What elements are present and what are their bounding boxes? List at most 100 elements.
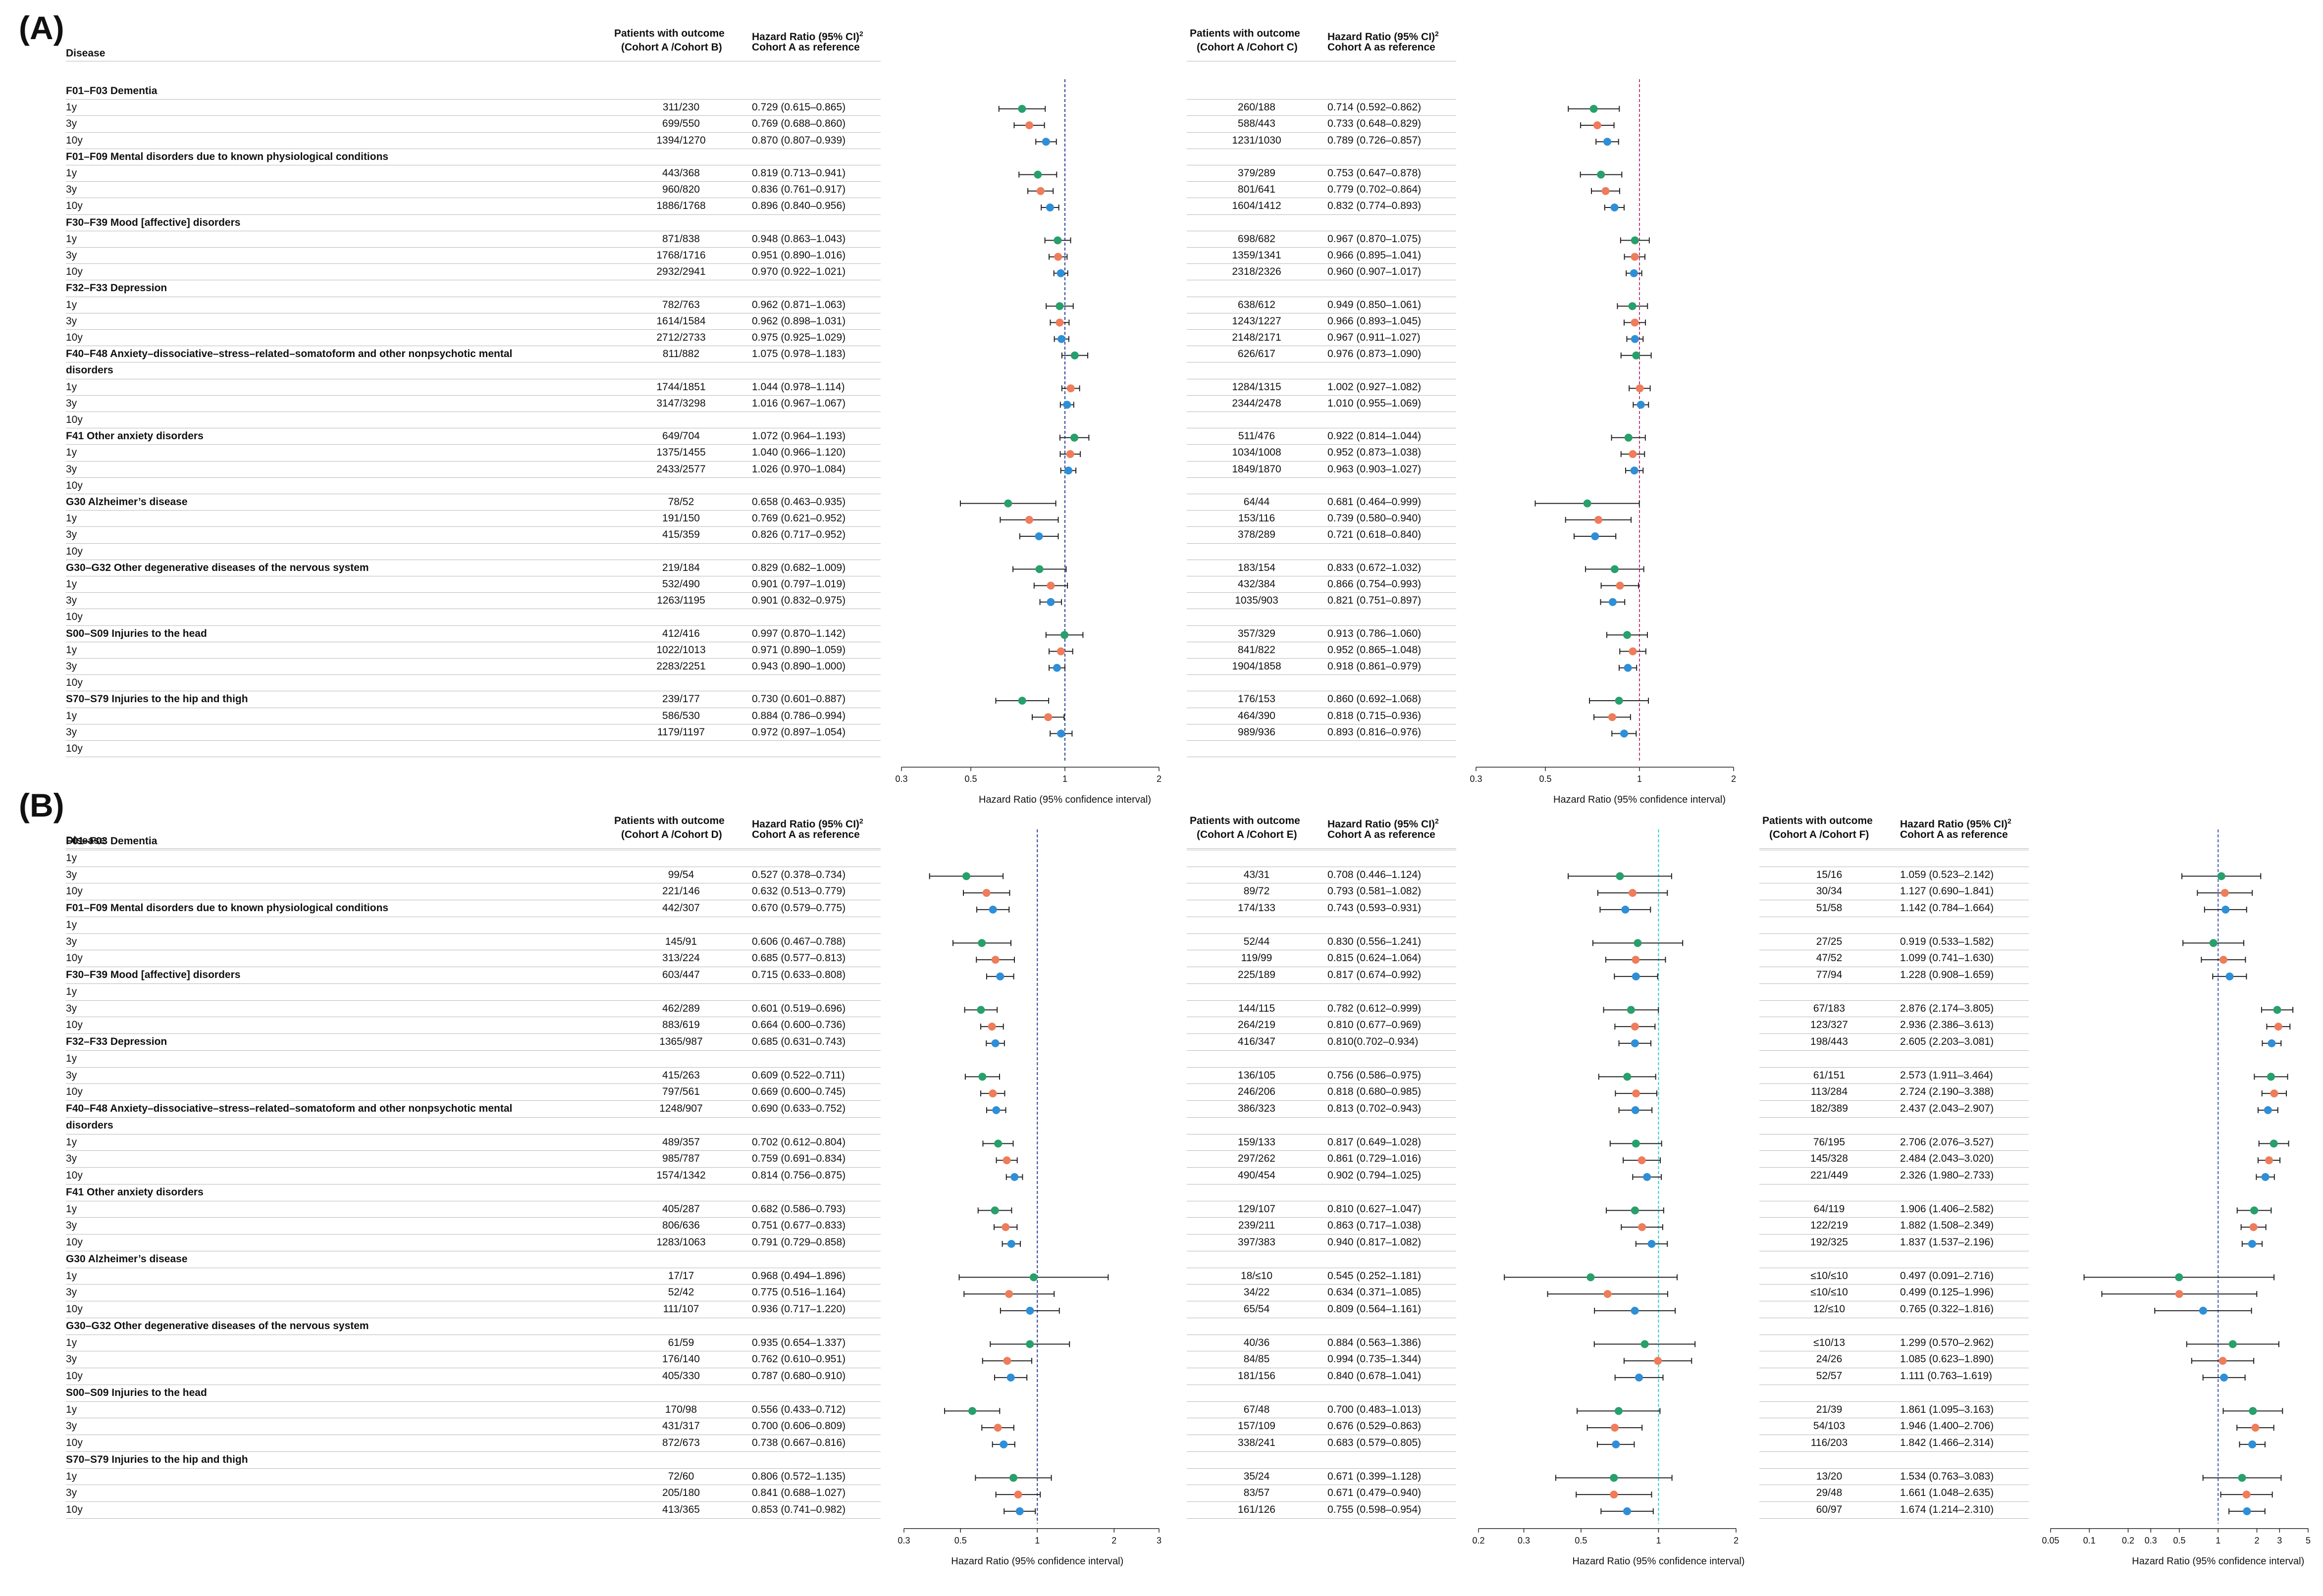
x-axis-label: Hazard Ratio (95% confidence interval): [979, 794, 1151, 805]
hazard-ratio-value: 0.681 (0.464–0.999): [1327, 496, 1422, 508]
patients-count: 52/42: [668, 1287, 694, 1298]
time-point-label: 1y: [66, 233, 77, 245]
hazard-ratio-value: 1.085 (0.623–1.890): [1900, 1353, 1994, 1365]
hazard-ratio-footnote-mark: 2: [859, 817, 863, 825]
row-rule: [1759, 1234, 2029, 1235]
hazard-ratio-value: 0.853 (0.741–0.982): [752, 1504, 846, 1515]
x-tick-label: 0.3: [895, 774, 907, 784]
patients-count: 1283/1063: [656, 1236, 706, 1248]
row-rule: [1759, 1033, 2029, 1034]
row-rule: [66, 740, 881, 741]
hazard-ratio-value: 0.497 (0.091–2.716): [1900, 1270, 1994, 1282]
point-estimate-marker: [1643, 1173, 1651, 1181]
hazard-ratio-value: 0.762 (0.610–0.951): [752, 1353, 846, 1365]
time-point-label: 10y: [66, 1370, 83, 1382]
forest-plot: 0.05 0.1 0.2 0.3 0.5 1 2 3 5 Hazard Ratio (95% co…: [2042, 829, 2311, 1567]
disease-group-label: S70–S79 Injuries to the hip and thigh: [66, 1453, 248, 1465]
patients-count: 239/211: [1238, 1220, 1275, 1232]
row-rule: [1187, 592, 1456, 593]
hazard-ratio-value: 0.948 (0.863–1.043): [752, 233, 846, 245]
patients-count: 1768/1716: [656, 250, 706, 261]
point-estimate-marker: [2225, 972, 2234, 980]
time-point-label: 3y: [66, 1153, 77, 1165]
hazard-ratio-value: 0.730 (0.601–0.887): [752, 693, 846, 705]
hazard-ratio-value: 0.841 (0.688–1.027): [752, 1487, 846, 1499]
disease-group-label: F01–F09 Mental disorders due to known ph…: [66, 902, 389, 914]
patients-count: 415/263: [662, 1069, 700, 1081]
hazard-ratio-value: 0.700 (0.606–0.809): [752, 1420, 846, 1432]
row-rule: [1187, 1150, 1456, 1151]
hazard-ratio-value: 0.972 (0.897–1.054): [752, 726, 846, 738]
point-estimate-marker: [2175, 1290, 2183, 1298]
hazard-ratio-value: 0.759 (0.691–0.834): [752, 1153, 846, 1165]
hazard-ratio-value: 1.044 (0.978–1.114): [752, 381, 845, 393]
point-estimate-marker: [1000, 1440, 1008, 1448]
time-point-label: 3y: [66, 1487, 77, 1499]
point-estimate-marker: [1610, 565, 1619, 573]
point-estimate-marker: [2268, 1039, 2276, 1047]
patients-count: 83/57: [1243, 1487, 1270, 1499]
hazard-ratio-value: 0.918 (0.861–0.979): [1327, 661, 1422, 672]
time-point-label: 1y: [66, 1136, 77, 1148]
point-estimate-marker: [1593, 121, 1601, 129]
hazard-ratio-header-text: Hazard Ratio (95% CI): [1900, 819, 2008, 830]
point-estimate-marker: [1026, 1340, 1034, 1348]
patients-count: 170/98: [665, 1403, 697, 1415]
hazard-ratio-value: 2.936 (2.386–3.613): [1900, 1019, 1994, 1031]
reference-note: Cohort A as reference: [1900, 829, 2008, 840]
point-estimate-marker: [2199, 1306, 2208, 1315]
time-point-label: 10y: [66, 200, 83, 212]
row-rule: [1759, 1518, 2029, 1519]
point-estimate-marker: [2218, 1357, 2227, 1365]
row-rule: [66, 1468, 881, 1469]
hazard-ratio-value: 0.863 (0.717–1.038): [1327, 1220, 1422, 1232]
hazard-ratio-header-text: Hazard Ratio (95% CI): [1327, 31, 1435, 43]
time-point-label: 3y: [66, 315, 77, 327]
time-point-label: 1y: [66, 1337, 77, 1348]
patients-count: ≤10/≤10: [1810, 1287, 1848, 1298]
point-estimate-marker: [1030, 1273, 1038, 1282]
hazard-ratio-value: 1.010 (0.955–1.069): [1327, 397, 1422, 409]
point-estimate-marker: [1056, 318, 1064, 327]
point-estimate-marker: [1036, 187, 1045, 195]
point-estimate-marker: [991, 956, 1000, 964]
hazard-ratio-value: 0.751 (0.677–0.833): [752, 1220, 846, 1232]
patients-count: 77/94: [1816, 969, 1843, 980]
time-point-label: 3y: [66, 1069, 77, 1081]
patients-count: 1849/1870: [1232, 463, 1281, 475]
point-estimate-marker: [991, 1039, 1000, 1047]
point-estimate-marker: [1005, 1290, 1013, 1298]
hazard-ratio-value: 0.962 (0.898–1.031): [752, 315, 846, 327]
point-estimate-marker: [1632, 972, 1640, 980]
patients-count: 123/327: [1810, 1019, 1848, 1031]
hazard-ratio-value: 1.837 (1.537–2.196): [1900, 1236, 1994, 1248]
point-estimate-marker: [1637, 401, 1645, 409]
point-estimate-marker: [991, 1206, 999, 1215]
point-estimate-marker: [1004, 499, 1012, 508]
patients-count: 161/126: [1238, 1504, 1275, 1515]
patients-count: 378/289: [1238, 529, 1275, 541]
patients-count: 47/52: [1816, 952, 1843, 964]
row-rule: [1187, 1000, 1456, 1001]
hazard-ratio-value: 0.632 (0.513–0.779): [752, 885, 846, 897]
x-tick-label: 1: [1637, 774, 1642, 784]
patients-count: 1243/1227: [1232, 315, 1281, 327]
patients-count: 1035/903: [1235, 595, 1278, 607]
row-rule: [1187, 1217, 1456, 1218]
hazard-ratio-value: 0.769 (0.688–0.860): [752, 118, 846, 130]
panel-label: (A): [19, 9, 64, 46]
point-estimate-marker: [1066, 450, 1074, 458]
disease-group-label: F41 Other anxiety disorders: [66, 430, 204, 442]
hazard-ratio-value: 2.573 (1.911–3.464): [1900, 1069, 1993, 1081]
time-point-label: 3y: [66, 397, 77, 409]
time-point-label: 3y: [66, 463, 77, 475]
x-tick-label: 0.2: [2122, 1536, 2134, 1545]
row-rule: [66, 625, 881, 626]
hazard-ratio-header-text: Hazard Ratio (95% CI): [752, 31, 860, 43]
x-tick-label: 5: [2306, 1536, 2311, 1545]
time-point-label: 10y: [66, 1303, 83, 1315]
hazard-ratio-value: 0.893 (0.816–0.976): [1327, 726, 1422, 738]
point-estimate-marker: [1070, 433, 1079, 442]
x-tick-label: 2: [1157, 774, 1162, 784]
x-tick-label: 1: [1656, 1536, 1661, 1545]
